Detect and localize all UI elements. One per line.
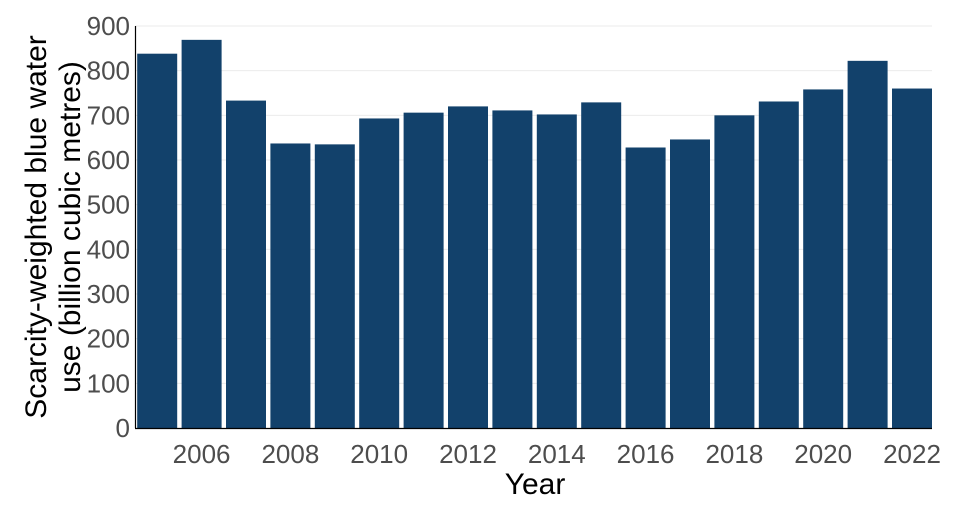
y-axis-title: Scarcity-weighted blue water use (billio… (20, 35, 87, 419)
bar-2008 (270, 143, 311, 428)
y-axis-ticks: 0 100 200 300 400 500 600 700 800 900 (87, 11, 130, 443)
y-tick-label: 800 (87, 56, 130, 86)
x-tick-label: 2012 (439, 439, 497, 469)
x-tick-label: 2014 (528, 439, 586, 469)
bar-2014 (536, 114, 577, 428)
bar-2018 (714, 115, 755, 428)
bar-2012 (448, 106, 488, 429)
x-tick-label: 2008 (261, 439, 319, 469)
bars (137, 39, 932, 429)
bar-2013 (492, 110, 533, 429)
y-tick-label: 100 (87, 368, 130, 398)
bar-2010 (359, 118, 400, 429)
bar-2020 (803, 89, 844, 428)
bar-2017 (670, 139, 710, 428)
x-tick-label: 2022 (883, 439, 941, 469)
bar-2011 (403, 112, 444, 429)
bar-2015 (581, 102, 622, 428)
x-tick-label: 2010 (350, 439, 408, 469)
x-axis-title: Year (505, 468, 566, 501)
bar-2005 (137, 53, 178, 429)
y-tick-label: 700 (87, 100, 130, 130)
gridlines (135, 25, 932, 384)
y-tick-label: 400 (87, 234, 130, 264)
x-tick-label: 2006 (173, 439, 231, 469)
bar-2019 (758, 101, 799, 428)
bar-2016 (625, 147, 666, 428)
y-tick-label: 300 (87, 279, 130, 309)
y-tick-label: 600 (87, 145, 130, 175)
x-tick-label: 2018 (705, 439, 763, 469)
x-axis-ticks: 2006 2008 2010 2012 2014 2016 2018 2020 2022 (173, 439, 941, 469)
y-tick-label: 200 (87, 324, 130, 354)
bar-2007 (226, 100, 266, 429)
x-tick-label: 2016 (617, 439, 675, 469)
bar-2022 (892, 88, 932, 429)
y-tick-label: 500 (87, 190, 130, 220)
bar-2009 (314, 144, 355, 428)
y-tick-label: 900 (87, 11, 130, 41)
x-tick-label: 2020 (794, 439, 852, 469)
y-axis-title-line-2: use (billion cubic metres) (54, 61, 87, 393)
bar-2006 (181, 39, 222, 428)
bar-2021 (847, 60, 888, 429)
y-axis-title-line-1: Scarcity-weighted blue water (20, 35, 53, 419)
y-tick-label: 0 (116, 413, 130, 443)
